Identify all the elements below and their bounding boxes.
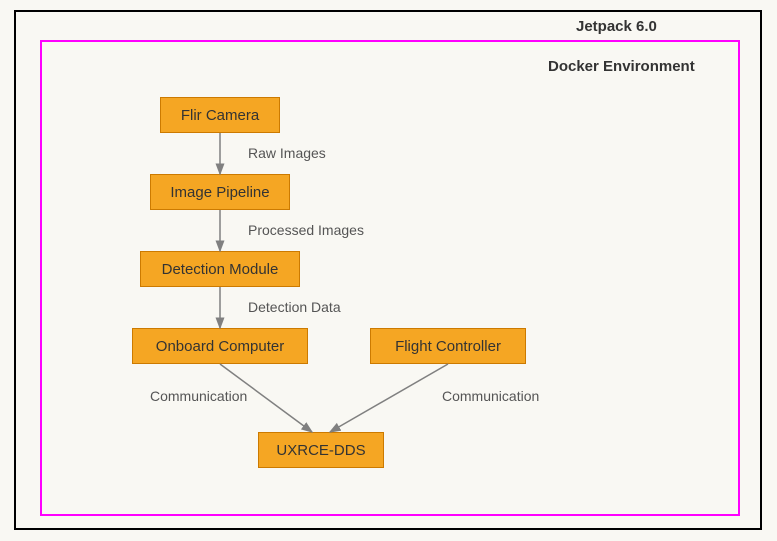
node-flir-camera: Flir Camera [160, 97, 280, 133]
inner-container-label: Docker Environment [548, 58, 695, 75]
node-label: Onboard Computer [156, 338, 284, 355]
node-detection-module: Detection Module [140, 251, 300, 287]
node-uxrce-dds: UXRCE-DDS [258, 432, 384, 468]
edge-label-detection-data: Detection Data [248, 299, 341, 315]
node-label: Image Pipeline [170, 184, 269, 201]
node-label: UXRCE-DDS [276, 442, 365, 459]
node-label: Flight Controller [395, 338, 501, 355]
node-flight-controller: Flight Controller [370, 328, 526, 364]
node-label: Detection Module [162, 261, 279, 278]
edge-label-raw-images: Raw Images [248, 145, 326, 161]
node-label: Flir Camera [181, 107, 259, 124]
outer-container-label: Jetpack 6.0 [576, 18, 657, 35]
node-image-pipeline: Image Pipeline [150, 174, 290, 210]
edge-label-communication-2: Communication [442, 388, 539, 404]
edge-label-communication-1: Communication [150, 388, 247, 404]
edge-label-processed-images: Processed Images [248, 222, 364, 238]
node-onboard-computer: Onboard Computer [132, 328, 308, 364]
